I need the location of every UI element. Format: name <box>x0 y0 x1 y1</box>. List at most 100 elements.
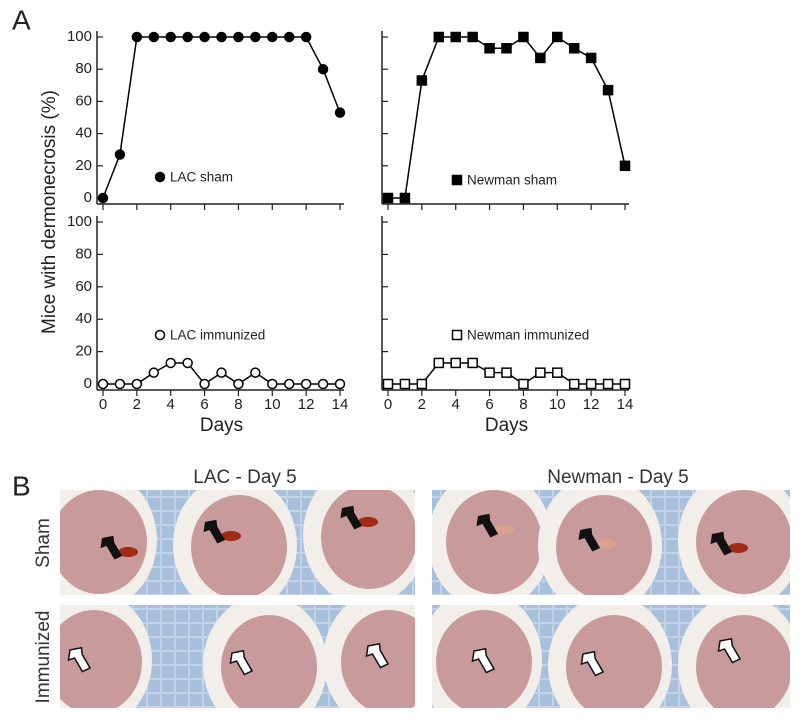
y-tick-label: 80 <box>75 60 92 77</box>
photos <box>60 490 790 708</box>
marker <box>199 378 210 390</box>
x-tick-label: 14 <box>332 396 349 413</box>
marker <box>602 378 614 390</box>
x-tick-label: 8 <box>519 396 527 413</box>
legend-marker <box>451 329 463 341</box>
lesion <box>596 539 616 549</box>
x-tick-label: 4 <box>452 396 460 413</box>
marker <box>317 63 329 75</box>
x-tick-label: 10 <box>549 396 566 413</box>
marker <box>518 31 529 43</box>
x-tick-label: 0 <box>99 396 107 413</box>
lesion <box>221 531 241 541</box>
marker <box>334 107 346 118</box>
legend-label: Newman sham <box>467 173 557 188</box>
marker <box>416 378 428 390</box>
marker <box>97 192 109 204</box>
marker <box>283 378 295 390</box>
y-tick-label: 40 <box>75 125 92 142</box>
marker <box>334 378 346 390</box>
marker <box>97 378 109 390</box>
mouse-skin <box>191 495 287 595</box>
photo <box>60 490 415 595</box>
marker <box>267 378 278 390</box>
lesion <box>358 517 378 527</box>
marker <box>317 378 329 390</box>
arrow <box>580 650 605 677</box>
legend-marker <box>154 171 166 183</box>
x-tick-label: 2 <box>418 396 426 413</box>
marker <box>250 367 261 378</box>
mouse-skin <box>341 610 415 708</box>
arrow <box>229 649 254 676</box>
y-tick-label: 0 <box>84 375 92 392</box>
mouse-skin <box>696 490 790 594</box>
mouse-skin <box>60 610 142 708</box>
marker <box>552 367 563 378</box>
panel-label: A <box>12 4 31 35</box>
photo <box>432 605 790 708</box>
marker <box>165 357 176 369</box>
photo <box>60 605 415 708</box>
marker <box>568 43 580 54</box>
arrow <box>717 637 742 664</box>
marker <box>148 367 160 378</box>
marker <box>619 160 631 172</box>
legend-label: LAC sham <box>170 170 233 185</box>
y-tick-label: 40 <box>75 310 92 327</box>
arrow <box>100 535 123 560</box>
marker <box>416 75 428 86</box>
marker <box>433 31 445 43</box>
x-tick-label: 2 <box>133 396 141 413</box>
marker <box>148 31 160 43</box>
mouse-skin <box>221 615 317 708</box>
y-tick-label: 20 <box>75 343 92 360</box>
mouse-skin <box>60 490 147 594</box>
marker <box>233 31 244 43</box>
marker <box>484 43 495 54</box>
marker <box>535 52 546 64</box>
marker <box>501 367 512 378</box>
legend-marker <box>154 329 166 341</box>
arrow <box>340 505 363 530</box>
marker <box>300 31 312 43</box>
y-tick-label: 100 <box>67 28 92 45</box>
photo-column-title: Newman - Day 5 <box>547 467 689 488</box>
marker <box>602 84 614 96</box>
x-tick-label: 4 <box>167 396 175 413</box>
marker <box>114 149 126 160</box>
x-tick-label: 12 <box>583 396 600 413</box>
y-tick-label: 60 <box>75 92 92 109</box>
x-tick-label: 6 <box>200 396 208 413</box>
lesion <box>728 543 748 553</box>
marker <box>450 357 461 369</box>
marker <box>382 378 394 390</box>
x-tick-label: 12 <box>298 396 315 413</box>
marker <box>619 378 631 390</box>
arrow <box>67 646 92 673</box>
mouse-skin <box>446 490 542 594</box>
marker <box>535 367 546 378</box>
legend-marker <box>451 174 463 186</box>
marker <box>585 378 597 390</box>
y-tick-label: 60 <box>75 278 92 295</box>
y-tick-label: 100 <box>67 213 92 230</box>
marker <box>267 31 278 43</box>
x-axis-label: Days <box>200 415 243 436</box>
marker <box>165 31 176 43</box>
x-tick-label: 10 <box>264 396 281 413</box>
arrow <box>578 527 601 552</box>
x-tick-label: 8 <box>234 396 242 413</box>
marker <box>450 31 461 43</box>
lesion <box>118 547 138 557</box>
marker <box>114 378 126 390</box>
mouse-skin <box>566 615 662 708</box>
y-tick-label: 80 <box>75 245 92 262</box>
lesion <box>494 525 514 535</box>
x-axis-label: Days <box>485 415 528 436</box>
x-tick-label: 14 <box>617 396 634 413</box>
panel-label: B <box>12 470 31 501</box>
marker <box>585 52 597 64</box>
marker <box>131 31 143 43</box>
